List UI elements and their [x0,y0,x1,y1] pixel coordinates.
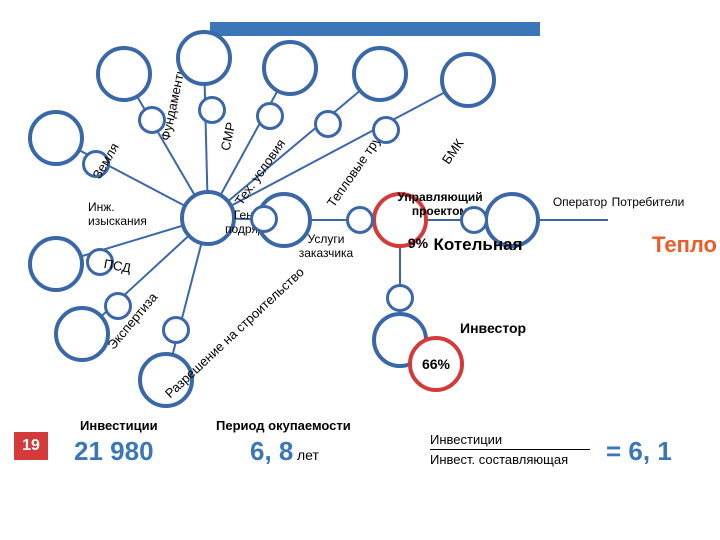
diagram-node [198,96,226,124]
diagram-label: 66% [422,356,450,372]
diagram-node [460,206,488,234]
diagram-label: Инж. изыскания [88,200,147,228]
diagram-label: 9% [408,235,428,251]
diagram-label: Котельная [433,235,522,255]
diagram-node [372,116,400,144]
diagram-node [162,316,190,344]
diagram-node [440,52,496,108]
diagram-node [96,46,152,102]
diagram-label: Оператор [553,195,607,209]
diagram-node [28,110,84,166]
diagram-node [28,236,84,292]
ratio-result: = 6, 1 [606,436,672,467]
diagram-node [250,205,278,233]
diagram-canvas: { "page_number": "19", "colors": { "blue… [0,0,720,540]
ratio-fraction: Инвестиции Инвест. составляющая [430,432,590,467]
diagram-node [262,40,318,96]
payback-label: Период окупаемости [216,418,351,433]
diagram-node [386,284,414,312]
diagram-label: Услуги заказчика [299,232,353,260]
diagram-node [346,206,374,234]
diagram-node [314,110,342,138]
heat-label: Тепло [652,232,717,258]
diagram-label: Инвестор [460,320,526,336]
investments-label: Инвестиции [80,418,158,433]
payback-value: 6, 8 лет [250,436,319,467]
page-number: 19 [14,432,48,460]
diagram-label: Потребители [612,195,685,209]
diagram-node [176,30,232,86]
investments-value: 21 980 [74,436,154,467]
diagram-node [54,306,110,362]
diagram-node [256,102,284,130]
diagram-node [352,46,408,102]
